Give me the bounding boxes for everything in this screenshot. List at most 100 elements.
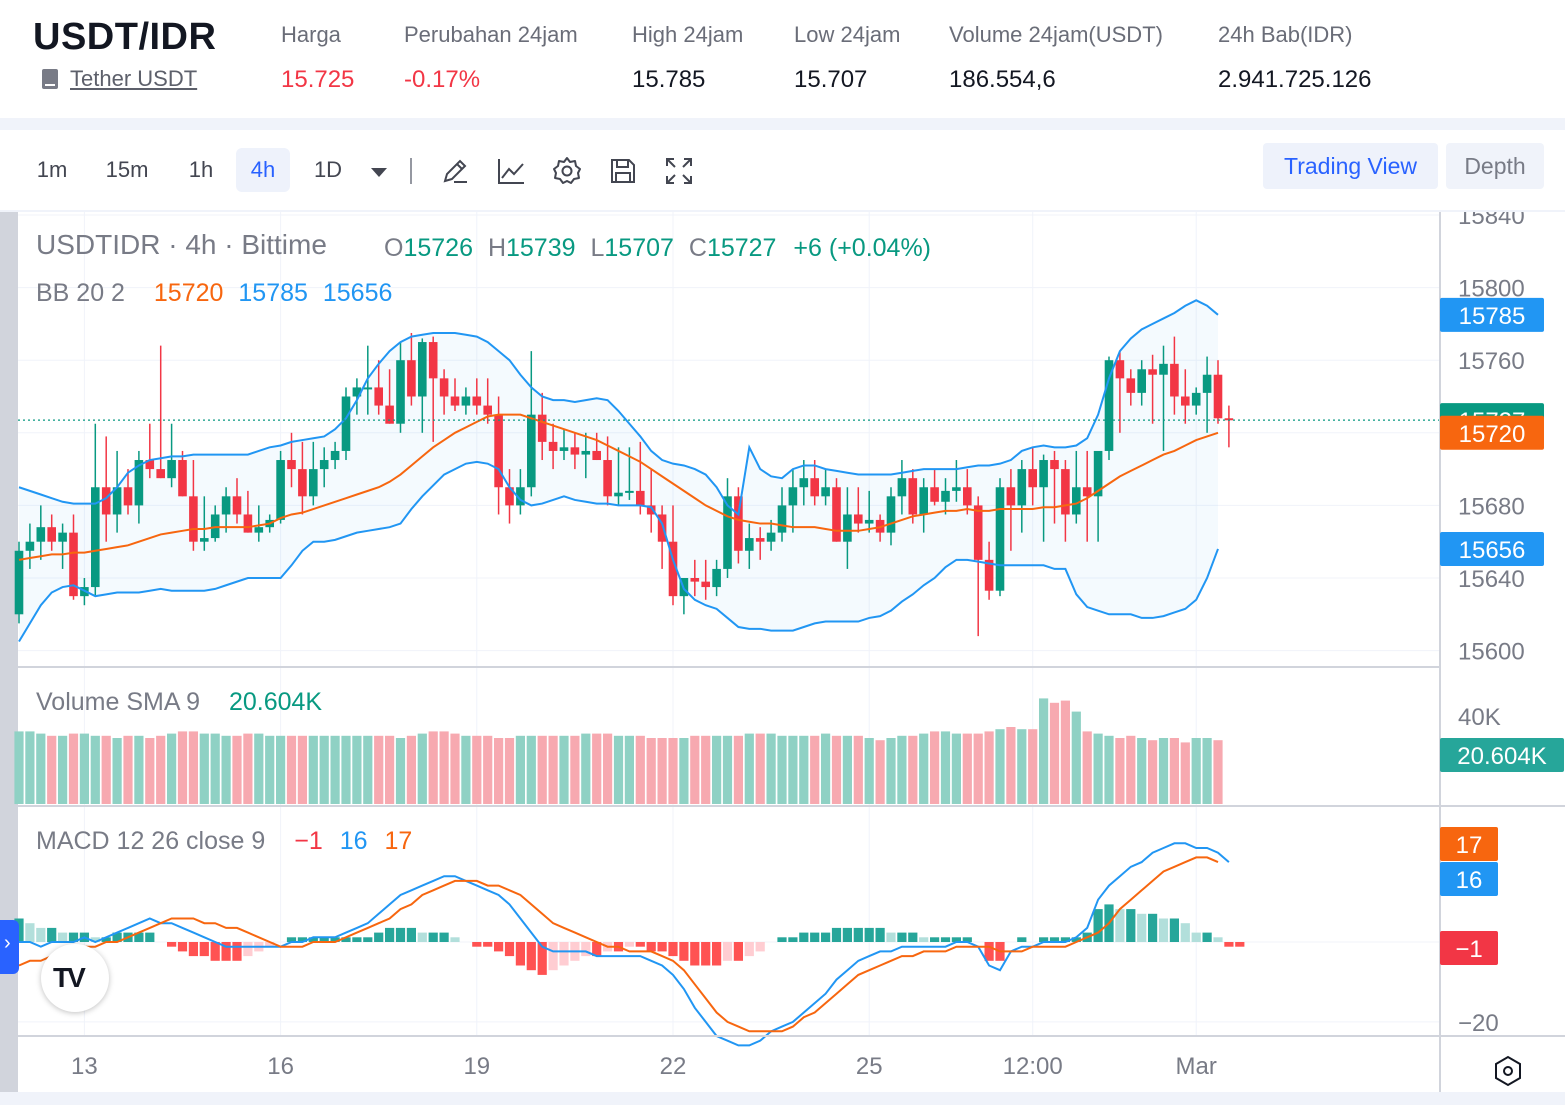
macd-histogram-bar [635,942,645,947]
macd-histogram-bar [679,942,689,961]
candle [919,478,928,533]
pencil-icon[interactable] [440,156,470,186]
volume-bar [494,738,504,804]
save-icon[interactable] [608,156,638,186]
legend-high: 15739 [506,234,576,262]
badge-background [1440,738,1564,772]
candle [690,559,700,597]
candle [439,369,449,415]
expand-sidebar-button[interactable] [0,920,19,974]
candle [864,490,874,533]
candle-body [810,478,819,497]
asset-subtitle[interactable]: Tether USDT [42,66,197,92]
volume-bar [265,735,275,804]
pair-title: USDT/IDR [33,16,217,58]
volume-bar [919,733,929,804]
gear-icon[interactable] [552,156,582,186]
candle-body [36,527,46,542]
volume-bar [406,735,416,804]
signal-line [18,856,1219,1033]
candle [221,487,231,533]
macd-histogram-bar [668,942,678,957]
candle-body [886,496,896,533]
macd-histogram-bar [1180,923,1190,942]
macd-histogram-bar [886,932,896,942]
tradingview-logo[interactable]: TV [41,944,109,1012]
candle-body [1093,450,1103,497]
macd-histogram-bar [712,942,722,966]
legend-low: 15707 [604,234,674,262]
candle-body [1159,363,1168,375]
candle [973,496,983,637]
macd-histogram-bar [1137,913,1147,942]
volume-bar [1137,738,1147,804]
price-badge: 15785 [1440,297,1544,332]
chevron-down-icon[interactable] [371,168,387,177]
candle [810,460,819,506]
candle-body [1148,369,1157,375]
candle-body [952,487,961,491]
fullscreen-icon[interactable] [664,156,694,186]
trading-view-button[interactable]: Trading View [1263,143,1438,189]
candle-body [570,447,580,455]
macd-histogram-bar [177,942,188,952]
timeframe-1h[interactable]: 1h [188,157,214,182]
volume-bar [210,733,220,804]
asset-name-link[interactable]: Tether USDT [70,66,198,91]
macd-histogram-bar [624,942,634,947]
volume-bar [385,735,395,804]
candle [537,392,547,461]
macd-histogram-bar [406,927,416,942]
macd-histogram-bar [788,937,798,942]
candle-body [930,487,939,502]
macd-histogram-bar [210,942,220,961]
volume-bar [123,735,133,804]
candle-body [200,538,209,542]
timeframe-1d[interactable]: 1D [313,157,343,182]
candle [1170,336,1179,415]
volume-bar [428,731,438,804]
volume-bar [1028,729,1038,804]
candle [952,460,961,502]
depth-button[interactable]: Depth [1446,143,1544,189]
candle [145,423,155,479]
timeframe-15m[interactable]: 15m [105,157,149,182]
time-tick-label: 22 [660,1053,687,1080]
macd-histogram-bar [1235,942,1245,947]
candle-body [821,487,830,497]
volume-bar [243,733,253,804]
candle [723,478,732,578]
candle [36,505,46,560]
candle [1137,360,1146,406]
candle-body [25,541,35,551]
candle [14,541,24,624]
hexagon-settings-icon[interactable] [1495,1055,1521,1087]
macd-histogram-bar [25,923,35,942]
stat-label: Volume 24jam(USDT) [949,22,1163,47]
candle-body [450,396,460,406]
price-tick-label: 15680 [1458,493,1525,520]
volume-bar [134,735,144,804]
volume-bar [1060,700,1070,804]
candle-body [1039,460,1048,488]
volume-bar [112,738,122,804]
macd-histogram-bar [919,937,929,942]
candle-body [221,496,231,515]
macd-histogram-bar [1049,937,1060,942]
timeframe-1m[interactable]: 1m [36,157,68,182]
volume-bar [167,733,177,804]
macd-histogram-bar [417,932,427,942]
candle-body [614,492,623,497]
indicator-chart-icon[interactable] [496,156,526,186]
candle [1093,450,1103,542]
timeframe-4h[interactable]: 4h [236,148,290,192]
candle [1202,356,1212,433]
volume-bar [1017,729,1027,804]
macd-histogram-bar [701,942,711,966]
candle [897,460,907,515]
candle-body [309,469,318,497]
candle-body [1006,487,1016,506]
macd-histogram-bar [36,927,46,942]
volume-bar [603,733,613,804]
